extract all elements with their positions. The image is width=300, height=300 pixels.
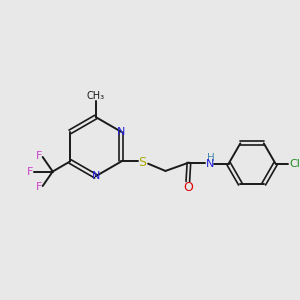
- Text: F: F: [36, 182, 43, 192]
- Text: O: O: [183, 181, 193, 194]
- Text: N: N: [117, 127, 125, 137]
- Text: CH₃: CH₃: [87, 91, 105, 101]
- Text: N: N: [92, 171, 100, 181]
- Text: H: H: [207, 153, 215, 163]
- Text: S: S: [138, 156, 146, 169]
- Text: Cl: Cl: [289, 159, 300, 169]
- Text: F: F: [36, 151, 43, 161]
- Text: N: N: [206, 159, 214, 169]
- Text: F: F: [27, 167, 33, 176]
